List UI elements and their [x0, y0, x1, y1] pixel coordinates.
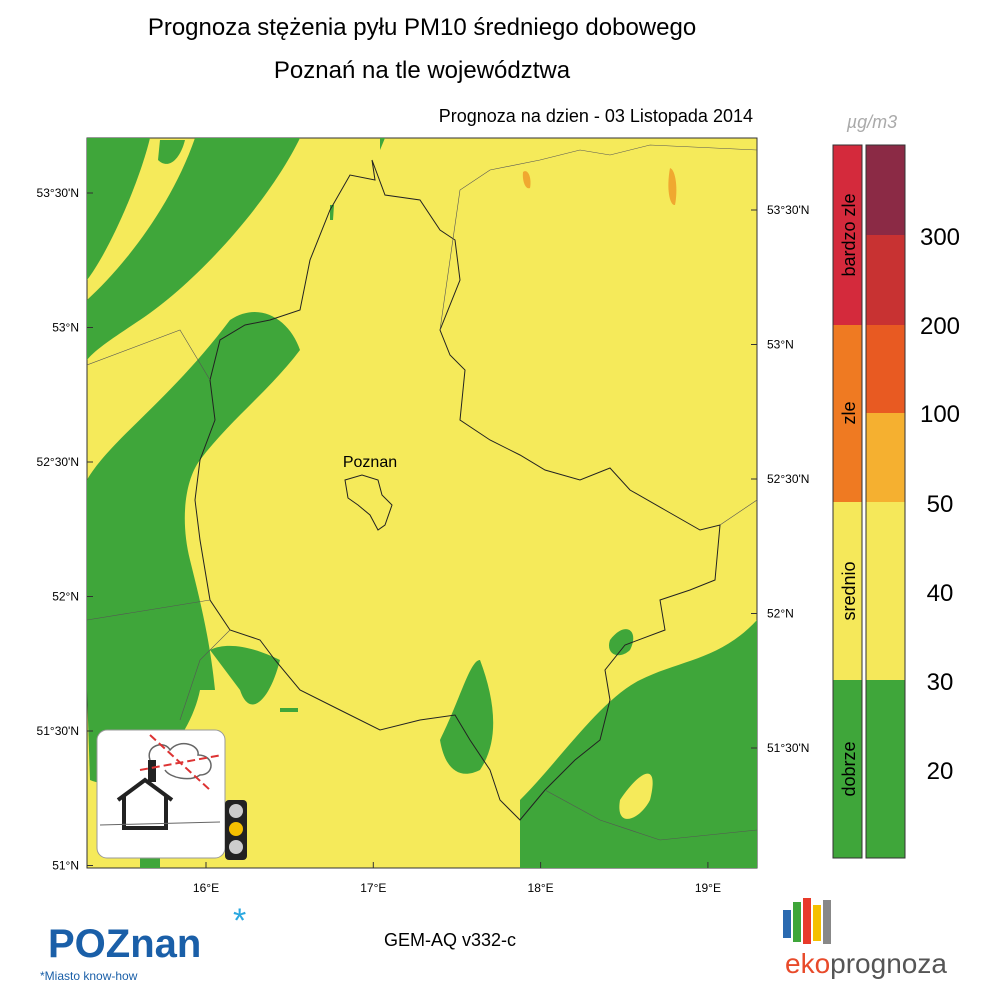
logo-bars [783, 898, 831, 944]
logo-ekoprognoza: ekoprognoza [785, 948, 947, 979]
lat-label: 51°30'N [767, 741, 809, 755]
lat-label: 52°30'N [767, 472, 809, 486]
lon-label: 19°E [695, 881, 721, 895]
lon-label: 16°E [193, 881, 219, 895]
level-label: 300 [920, 224, 960, 251]
level-label: 50 [927, 491, 954, 518]
level-label: 100 [920, 401, 960, 428]
model-label: GEM-AQ v332-c [384, 930, 516, 950]
lat-label: 52°30'N [37, 455, 79, 469]
lat-label: 52°N [52, 590, 79, 604]
smog-icon [96, 729, 226, 859]
category-label: zle [839, 401, 859, 424]
lat-label: 51°N [52, 859, 79, 873]
lat-label: 53°N [52, 321, 79, 335]
category-label: srednio [839, 561, 859, 620]
level-label: 40 [927, 580, 954, 607]
traffic-light [225, 800, 247, 860]
lat-label: 52°N [767, 607, 794, 621]
subtitle: Poznań na tle województwa [274, 57, 571, 84]
lat-label: 53°N [767, 338, 794, 352]
lon-label: 17°E [360, 881, 386, 895]
level-label: 200 [920, 313, 960, 340]
logo-star: * [233, 902, 246, 940]
lat-label: 53°30'N [767, 203, 809, 217]
logo-tagline: *Miasto know-how [40, 969, 138, 983]
pollution-areas [87, 138, 757, 868]
category-label: dobrze [839, 741, 859, 796]
logo-poznan: POZnan [48, 922, 201, 966]
title: Prognoza stężenia pyłu PM10 średniego do… [148, 14, 696, 41]
lon-label: 18°E [528, 881, 554, 895]
forecast-date: Prognoza na dzien - 03 Listopada 2014 [439, 106, 753, 126]
category-label: bardzo zle [839, 193, 859, 276]
map: Poznan 53°30'N 53°N 52°30'N 52°N 51°30'N 51°N… [37, 137, 809, 895]
level-label: 30 [927, 669, 954, 696]
legend: µg/m3 bardzo zle zle srednio dobrze 300 200 10… [832, 112, 960, 859]
legend-unit: µg/m3 [846, 112, 897, 132]
logo-eko: eko [785, 948, 830, 979]
level-label: 20 [927, 758, 954, 785]
city-label: Poznan [343, 454, 397, 471]
logo-prognoza: prognoza [830, 948, 947, 979]
lat-label: 51°30'N [37, 724, 79, 738]
lat-label: 53°30'N [37, 186, 79, 200]
